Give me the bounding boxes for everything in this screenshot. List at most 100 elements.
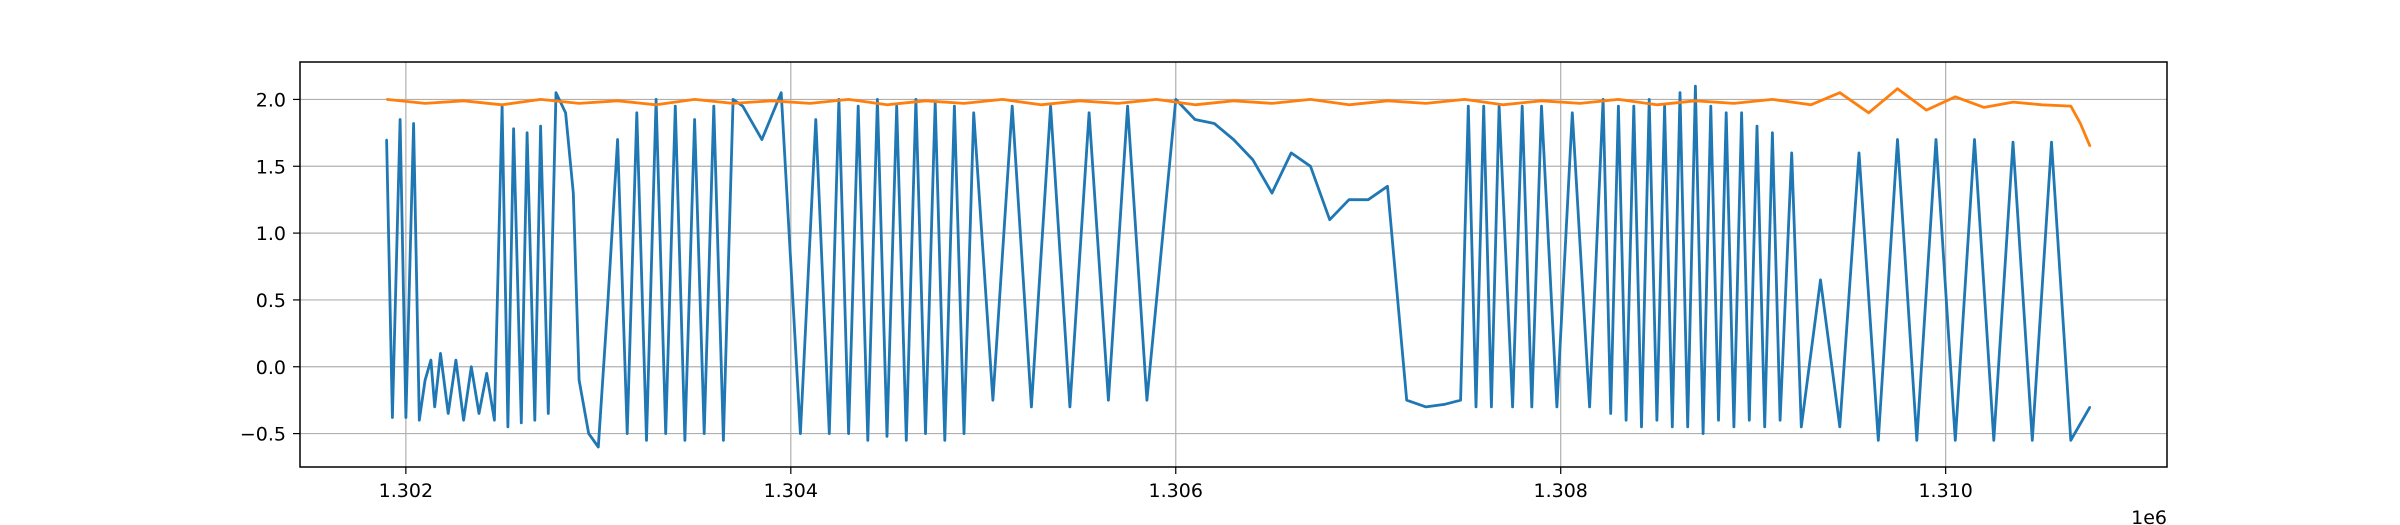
x-offset-label: 1e6 — [2131, 507, 2167, 525]
data-point — [616, 99, 619, 102]
data-point — [462, 99, 465, 102]
data-point — [780, 91, 783, 94]
data-point — [1656, 419, 1658, 422]
data-point — [1088, 111, 1090, 114]
y-tick-label: 1.0 — [256, 223, 286, 245]
data-point — [924, 432, 927, 435]
data-point — [391, 416, 394, 419]
data-point — [626, 432, 629, 435]
data-point — [953, 105, 956, 107]
data-point — [1954, 439, 1957, 442]
data-point — [572, 192, 575, 194]
data-point — [412, 122, 415, 125]
data-point — [770, 99, 773, 102]
data-point — [385, 98, 388, 101]
data-point — [607, 299, 609, 301]
data-point — [1030, 406, 1033, 408]
data-point — [847, 98, 850, 101]
data-point — [1049, 105, 1052, 107]
data-point — [1763, 426, 1766, 428]
data-point — [1915, 439, 1918, 442]
data-point — [597, 446, 600, 448]
data-point — [1810, 103, 1812, 106]
data-point — [1740, 111, 1743, 114]
data-point — [2069, 439, 2072, 442]
data-point — [1838, 426, 1841, 428]
data-point — [2050, 141, 2053, 144]
data-point — [1656, 103, 1658, 106]
data-point — [693, 118, 696, 121]
data-point — [712, 105, 715, 107]
data-point — [1579, 102, 1581, 105]
data-point — [1367, 198, 1370, 201]
data-point — [732, 102, 734, 105]
data-point — [814, 118, 817, 121]
data-point — [1251, 158, 1254, 161]
data-point — [1733, 102, 1735, 105]
data-point — [485, 372, 488, 375]
x-tick-label: 1.308 — [1534, 480, 1588, 502]
data-point — [501, 103, 503, 106]
data-point — [1771, 131, 1774, 134]
data-point — [857, 105, 860, 107]
data-point — [1463, 98, 1466, 101]
data-point — [2012, 141, 2014, 144]
data-point — [1126, 105, 1129, 107]
data-point — [1444, 403, 1447, 406]
data-point — [555, 91, 557, 94]
data-point — [1040, 103, 1042, 106]
data-point — [1709, 105, 1712, 107]
data-point — [1530, 406, 1533, 408]
data-point — [655, 103, 657, 106]
data-point — [1717, 419, 1720, 422]
data-point — [809, 102, 811, 105]
data-point — [1425, 406, 1427, 408]
data-point — [1896, 87, 1899, 90]
data-point — [1290, 152, 1293, 154]
data-point — [1838, 91, 1841, 94]
data-point — [866, 439, 869, 442]
data-point — [470, 365, 473, 368]
data-point — [1609, 412, 1612, 415]
data-point — [693, 98, 696, 101]
data-point — [539, 98, 542, 101]
data-point — [1819, 279, 1822, 281]
data-point — [507, 426, 509, 428]
data-point — [1867, 111, 1870, 114]
data-point — [1425, 102, 1427, 105]
data-point — [799, 432, 802, 435]
data-point — [2069, 105, 2072, 107]
x-tick-label: 1.306 — [1149, 480, 1203, 502]
data-point — [1309, 165, 1312, 168]
x-tick-label: 1.304 — [764, 480, 818, 502]
data-point — [722, 439, 725, 442]
data-point — [1858, 152, 1860, 154]
data-point — [1001, 98, 1004, 101]
data-point — [674, 105, 677, 107]
data-point — [943, 439, 946, 442]
data-point — [1648, 98, 1651, 101]
data-point — [1011, 105, 1014, 107]
data-point — [1571, 111, 1574, 114]
data-point — [455, 359, 457, 361]
y-tick-label: 1.5 — [256, 156, 286, 178]
x-tick-label: 1.302 — [379, 480, 433, 502]
data-point — [424, 379, 426, 381]
data-point — [1467, 105, 1470, 107]
data-point — [645, 439, 648, 442]
axis-ticks: 1.302 1.304 1.306 1.308 1.310 2.0 1.5 1.0 0.5 0.0… — [240, 89, 1973, 502]
data-point — [2079, 122, 2082, 125]
data-point — [635, 111, 638, 114]
data-point — [828, 432, 831, 435]
data-point — [1194, 103, 1196, 106]
data-point — [578, 102, 580, 105]
data-point — [447, 412, 450, 415]
data-point — [1540, 99, 1543, 102]
data-point — [703, 432, 706, 435]
data-point — [972, 111, 975, 114]
data-point — [1800, 426, 1803, 428]
data-point — [439, 352, 442, 355]
data-point — [1617, 105, 1620, 107]
data-point — [1348, 103, 1350, 106]
